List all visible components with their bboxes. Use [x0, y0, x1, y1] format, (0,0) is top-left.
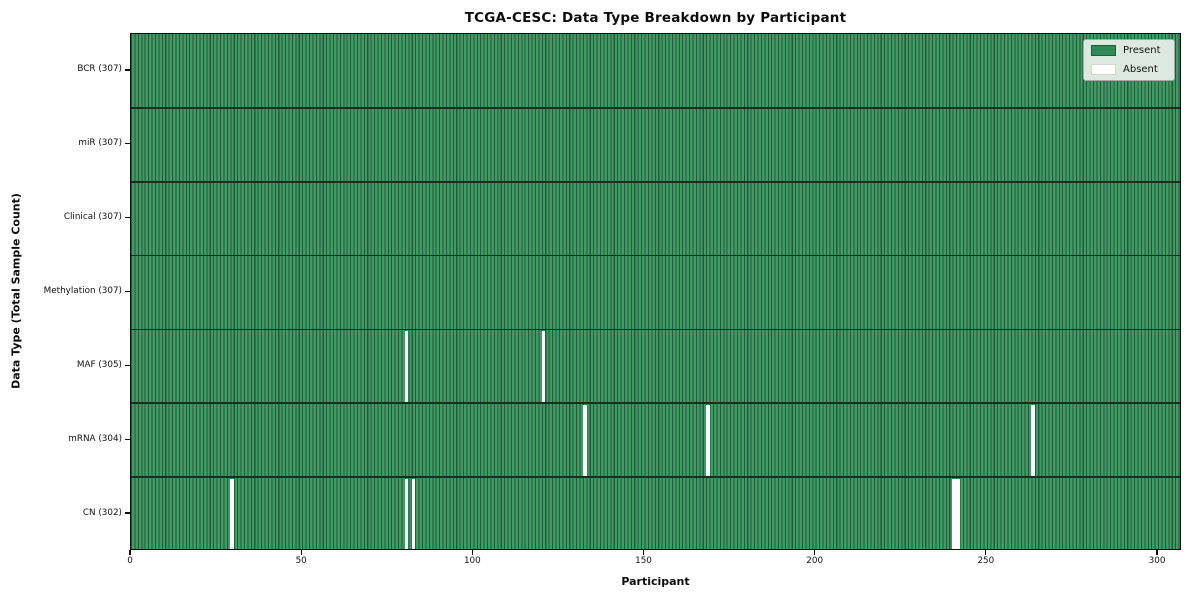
absent-bar-mRNA-263 [1031, 404, 1035, 476]
legend-label-present: Present [1123, 45, 1161, 56]
legend-label-absent: Absent [1123, 64, 1158, 75]
row-separator [131, 402, 1180, 405]
x-axis-label: Participant [621, 575, 690, 588]
absent-bar-CN-240 [952, 478, 957, 550]
y-tick-label-Clinical: Clinical (307) [63, 212, 122, 223]
chart-title: TCGA-CESC: Data Type Breakdown by Partic… [464, 10, 847, 26]
y-tick-mark-Clinical [125, 217, 130, 219]
absent-bar-mRNA-168 [705, 404, 710, 476]
row-separator [131, 254, 1180, 257]
row-separator [131, 328, 1180, 331]
y-tick-label-CN: CN (302) [82, 507, 122, 518]
x-tick-mark-100 [471, 550, 473, 555]
absent-bar-mRNA-132 [582, 404, 587, 476]
y-tick-mark-MAF [125, 364, 130, 366]
y-tick-label-miR: miR (307) [78, 138, 122, 149]
legend: Present Absent [1083, 39, 1175, 81]
x-tick-label-250: 250 [977, 556, 995, 566]
y-tick-mark-mRNA [125, 438, 130, 440]
x-tick-label-0: 0 [127, 556, 133, 566]
plot-area [130, 33, 1181, 550]
x-tick-mark-200 [814, 550, 816, 555]
x-tick-mark-150 [642, 550, 645, 555]
absent-bar-CN-29 [230, 478, 234, 550]
x-tick-label-150: 150 [635, 556, 652, 566]
absent-bar-CN-82 [411, 478, 416, 550]
y-tick-label-MAF: MAF (305) [76, 359, 122, 370]
y-tick-label-BCR: BCR (307) [77, 64, 122, 75]
absent-bar-MAF-80 [404, 330, 409, 402]
legend-item-present: Present [1091, 45, 1166, 56]
present-swatch [1091, 45, 1116, 56]
absent-bar-CN-80 [404, 478, 409, 550]
x-tick-label-50: 50 [295, 556, 307, 566]
absent-bar-CN-241 [955, 478, 960, 550]
x-tick-label-300: 300 [1148, 556, 1166, 566]
row-separator [131, 107, 1180, 109]
y-tick-mark-Methylation [125, 290, 130, 293]
legend-item-absent: Absent [1091, 64, 1166, 75]
row-separator [131, 180, 1180, 183]
y-tick-mark-BCR [125, 69, 130, 71]
y-tick-label-mRNA: mRNA (304) [68, 433, 122, 444]
y-axis-label: Data Type (Total Sample Count) [9, 193, 23, 389]
x-tick-mark-300 [1156, 550, 1158, 555]
row-separator [131, 476, 1180, 478]
absent-swatch [1091, 64, 1116, 75]
x-tick-mark-50 [300, 550, 302, 555]
x-tick-label-100: 100 [463, 556, 481, 566]
x-tick-mark-0 [129, 550, 131, 555]
y-tick-mark-miR [125, 143, 130, 145]
x-tick-label-200: 200 [806, 556, 824, 566]
y-tick-mark-CN [125, 512, 130, 514]
y-tick-label-Methylation: Methylation (307) [43, 286, 122, 296]
x-tick-mark-250 [985, 550, 987, 555]
absent-bar-MAF-120 [541, 330, 546, 402]
